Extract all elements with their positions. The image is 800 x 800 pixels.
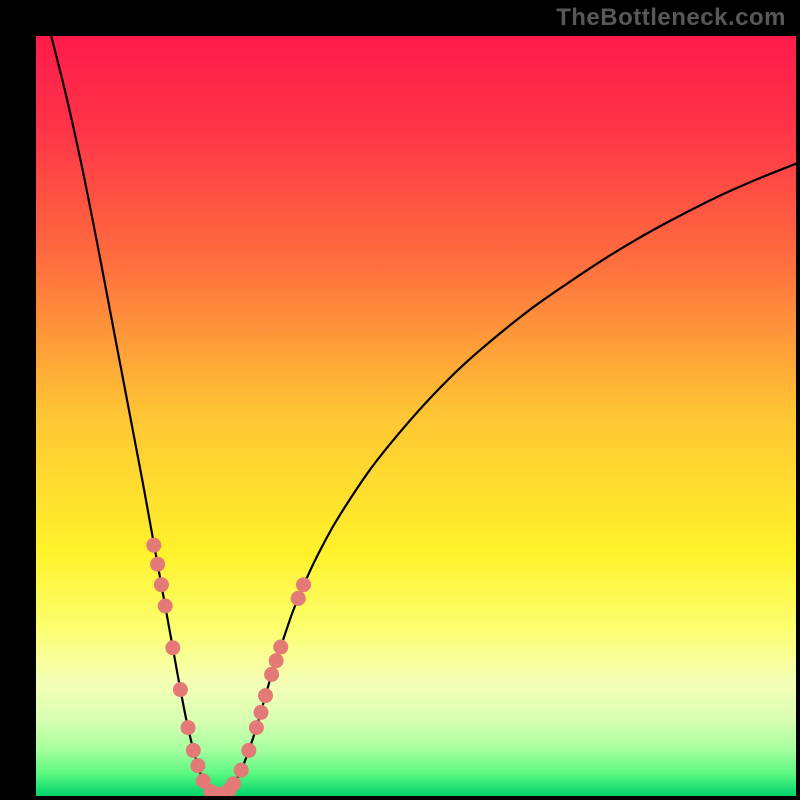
plot-svg — [36, 36, 796, 796]
curve-marker — [274, 640, 288, 654]
curve-marker — [259, 689, 273, 703]
curve-marker — [242, 743, 256, 757]
curve-marker — [191, 759, 205, 773]
chart-container: TheBottleneck.com — [0, 0, 800, 800]
curve-marker — [173, 683, 187, 697]
plot-background — [36, 36, 796, 796]
curve-marker — [254, 705, 268, 719]
curve-marker — [186, 743, 200, 757]
curve-marker — [227, 777, 241, 791]
curve-marker — [297, 578, 311, 592]
curve-marker — [158, 599, 172, 613]
watermark-text: TheBottleneck.com — [556, 4, 786, 32]
curve-marker — [249, 721, 263, 735]
curve-marker — [151, 557, 165, 571]
curve-marker — [234, 763, 248, 777]
plot-area — [36, 36, 796, 796]
curve-marker — [154, 578, 168, 592]
curve-marker — [166, 641, 180, 655]
curve-marker — [265, 667, 279, 681]
curve-marker — [181, 721, 195, 735]
curve-marker — [147, 538, 161, 552]
curve-marker — [269, 654, 283, 668]
curve-marker — [291, 591, 305, 605]
